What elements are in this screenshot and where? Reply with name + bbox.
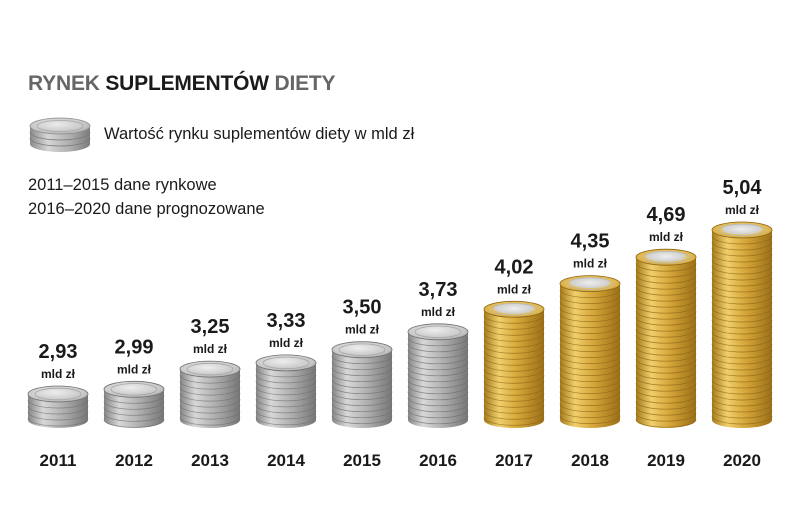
note-forecast-data: 2016–2020 dane prognozowane xyxy=(28,200,265,218)
year-label-2013: 2013 xyxy=(191,451,229,470)
coin-stack-2015 xyxy=(331,341,393,428)
value-label-2016: 3,73 xyxy=(419,279,458,301)
year-label-2020: 2020 xyxy=(723,451,761,470)
unit-label-2014: mld zł xyxy=(269,336,304,350)
unit-label-2012: mld zł xyxy=(117,362,152,376)
value-label-2013: 3,25 xyxy=(191,316,230,338)
coin-stack-2019 xyxy=(635,248,697,428)
legend-label: Wartość rynku suplementów diety w mld zł xyxy=(104,124,415,143)
year-label-2017: 2017 xyxy=(495,451,533,470)
unit-label-2018: mld zł xyxy=(573,257,608,271)
unit-label-2016: mld zł xyxy=(421,305,456,319)
year-label-2014: 2014 xyxy=(267,451,305,470)
value-label-2011: 2,93 xyxy=(39,341,78,363)
chart-title: RYNEK SUPLEMENTÓW DIETY xyxy=(28,72,336,96)
year-label-2019: 2019 xyxy=(647,451,685,470)
coin-stack-2017 xyxy=(483,300,545,428)
coin-stack-2020 xyxy=(711,221,773,428)
year-label-2018: 2018 xyxy=(571,451,609,470)
value-label-2017: 4,02 xyxy=(495,256,534,278)
value-label-2015: 3,50 xyxy=(343,297,382,319)
coin-stack-2018 xyxy=(559,275,621,428)
title-part-diety: DIETY xyxy=(274,72,336,95)
year-label-2015: 2015 xyxy=(343,451,381,470)
title-part-suplementow: SUPLEMENTÓW xyxy=(105,72,269,95)
silver-coin-stack-icon xyxy=(29,117,91,152)
title-part-rynek: RYNEK xyxy=(28,72,100,95)
value-label-2020: 5,04 xyxy=(723,177,763,199)
legend: Wartość rynku suplementów diety w mld zł xyxy=(28,114,414,154)
unit-label-2013: mld zł xyxy=(193,342,228,356)
unit-label-2019: mld zł xyxy=(649,230,684,244)
coin-stack-2016 xyxy=(407,323,469,428)
value-label-2014: 3,33 xyxy=(267,310,306,332)
value-label-2018: 4,35 xyxy=(571,231,610,253)
unit-label-2015: mld zł xyxy=(345,323,380,337)
unit-label-2020: mld zł xyxy=(725,203,760,217)
unit-label-2011: mld zł xyxy=(41,367,76,381)
value-label-2012: 2,99 xyxy=(115,336,154,358)
year-label-2011: 2011 xyxy=(40,451,77,470)
coin-stack-2013 xyxy=(179,360,241,428)
unit-label-2017: mld zł xyxy=(497,282,532,296)
value-label-2019: 4,69 xyxy=(647,204,686,226)
coin-stack-2011 xyxy=(27,385,89,428)
coin-stack-2014 xyxy=(255,354,317,428)
coin-stack-2012 xyxy=(103,380,165,428)
year-label-2012: 2012 xyxy=(115,451,153,470)
note-market-data: 2011–2015 dane rynkowe xyxy=(28,176,217,194)
year-label-2016: 2016 xyxy=(419,451,457,470)
